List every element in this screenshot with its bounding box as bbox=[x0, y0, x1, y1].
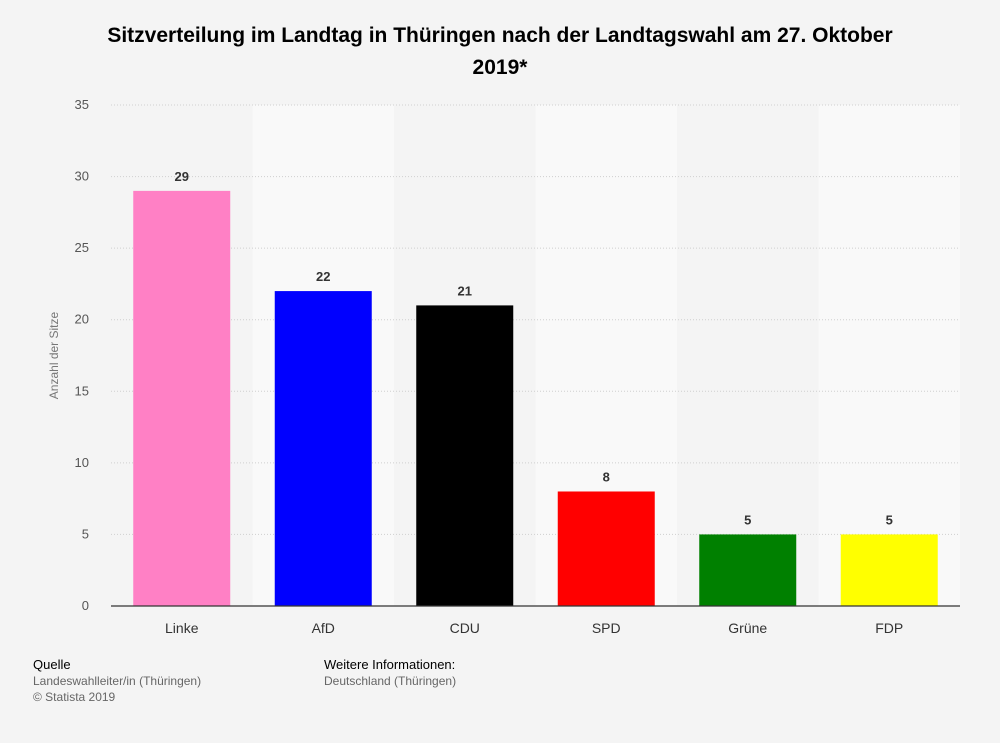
y-tick-label: 20 bbox=[75, 312, 89, 327]
x-tick-label: AfD bbox=[312, 620, 335, 636]
data-label: 29 bbox=[175, 169, 189, 184]
x-tick-label: SPD bbox=[592, 620, 621, 636]
copyright-text: © Statista 2019 bbox=[33, 690, 116, 704]
source-heading: Quelle bbox=[33, 657, 71, 672]
info-block: Weitere Informationen: Deutschland (Thür… bbox=[324, 657, 456, 689]
y-tick-label: 30 bbox=[75, 169, 89, 184]
bar-fdp bbox=[840, 534, 938, 606]
y-tick-label: 10 bbox=[75, 455, 89, 470]
info-text: Deutschland (Thüringen) bbox=[324, 674, 457, 688]
y-tick-label: 15 bbox=[75, 383, 89, 398]
bar-grüne bbox=[699, 534, 797, 606]
data-label: 8 bbox=[603, 469, 610, 484]
source-block: Quelle Landeswahlleiter/in (Thüringen) ©… bbox=[33, 657, 201, 705]
y-tick-label: 0 bbox=[82, 598, 89, 613]
x-tick-label: FDP bbox=[875, 620, 903, 636]
bar-afd bbox=[274, 291, 372, 606]
source-text: Landeswahlleiter/in (Thüringen) bbox=[33, 674, 202, 688]
info-heading: Weitere Informationen: bbox=[324, 657, 456, 672]
column-band bbox=[818, 105, 960, 606]
chart-title: Sitzverteilung im Landtag in Thüringen n… bbox=[107, 24, 893, 79]
x-tick-label: CDU bbox=[450, 620, 480, 636]
bar-cdu bbox=[416, 305, 514, 606]
bar-spd bbox=[557, 491, 655, 606]
data-label: 5 bbox=[744, 512, 751, 527]
data-label: 21 bbox=[458, 283, 472, 298]
y-tick-label: 25 bbox=[75, 240, 89, 255]
y-tick-label: 35 bbox=[75, 97, 89, 112]
data-label: 22 bbox=[316, 269, 330, 284]
x-tick-label: Linke bbox=[165, 620, 199, 636]
x-tick-label: Grüne bbox=[728, 620, 767, 636]
data-label: 5 bbox=[886, 512, 893, 527]
bar-linke bbox=[133, 190, 231, 606]
y-axis-title: Anzahl der Sitze bbox=[47, 311, 61, 399]
column-band bbox=[677, 105, 819, 606]
y-tick-label: 5 bbox=[82, 526, 89, 541]
